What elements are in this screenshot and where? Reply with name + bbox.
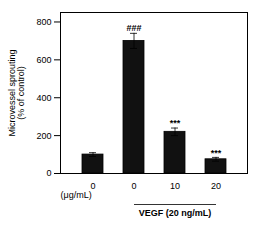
svg-text:0: 0 xyxy=(90,180,96,191)
svg-text:###: ### xyxy=(126,23,141,33)
svg-text:0: 0 xyxy=(46,168,51,178)
svg-text:10: 10 xyxy=(170,181,180,191)
svg-text:Microvessel sprouting(% of con: Microvessel sprouting(% of control) xyxy=(7,49,26,136)
svg-text:600: 600 xyxy=(36,55,51,65)
svg-text:VEGF (20 ng/mL): VEGF (20 ng/mL) xyxy=(139,208,212,218)
svg-text:200: 200 xyxy=(36,130,51,140)
svg-text:***: *** xyxy=(170,118,181,128)
svg-text:800: 800 xyxy=(36,17,51,27)
svg-text:20: 20 xyxy=(211,181,221,191)
svg-text:***: *** xyxy=(211,148,222,158)
svg-text:0: 0 xyxy=(131,181,136,191)
svg-text:400: 400 xyxy=(36,93,51,103)
svg-text:(μg/mL): (μg/mL) xyxy=(61,190,92,200)
